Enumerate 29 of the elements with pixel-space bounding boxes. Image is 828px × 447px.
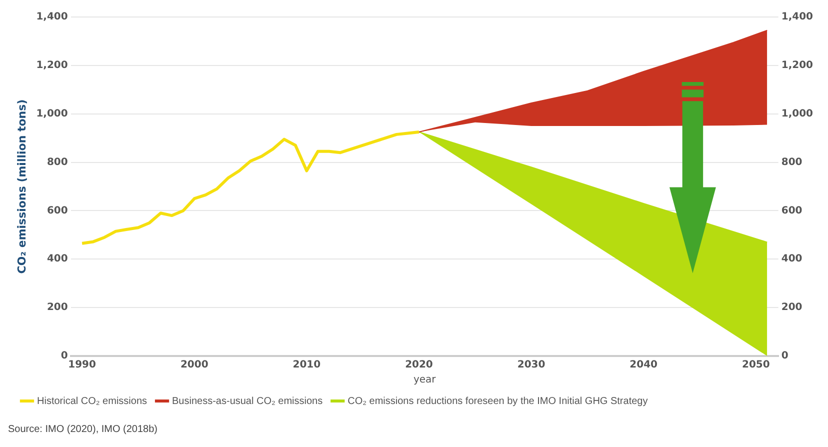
y-tick-label: 1,000 [36, 108, 68, 120]
y-tick-label: 400 [46, 254, 68, 265]
y2-tick-label: 800 [781, 156, 802, 168]
y-tick-label: 1,200 [36, 60, 68, 72]
x-tick-label: 2000 [180, 360, 208, 371]
x-tick-label: 2030 [517, 360, 546, 371]
y-tick-label: 600 [46, 205, 68, 216]
y-tick-label: 1,400 [36, 12, 68, 23]
x-tick-label: 1990 [68, 360, 96, 371]
y-tick-label: 200 [46, 302, 68, 314]
source-note: Source: IMO (2020), IMO (2018b) [8, 424, 159, 435]
y2-tick-label: 1,400 [781, 12, 814, 23]
legend-label: CO₂ emissions reductions foreseen by the IMO Initial GHG Strategy [348, 396, 648, 407]
x-tick-label: 2040 [630, 360, 658, 371]
y-tick-label: 0 [60, 350, 68, 362]
legend-label: Business-as-usual CO₂ emissions [172, 396, 323, 407]
x-tick-label: 2010 [292, 360, 321, 371]
x-axis-title: year [413, 374, 437, 386]
y2-tick-label: 0 [781, 350, 788, 362]
x-tick-label: 2050 [742, 360, 770, 371]
y2-tick-label: 1,000 [781, 108, 814, 120]
y-tick-label: 800 [46, 156, 68, 168]
y2-tick-label: 400 [781, 254, 802, 265]
y-axis-title: CO₂ emissions (million tons) [15, 99, 28, 274]
x-tick-label: 2020 [405, 360, 433, 371]
y2-tick-label: 600 [781, 205, 802, 216]
legend-label: Historical CO₂ emissions [37, 396, 148, 407]
y2-tick-label: 200 [781, 302, 802, 314]
y2-tick-label: 1,200 [781, 60, 814, 72]
